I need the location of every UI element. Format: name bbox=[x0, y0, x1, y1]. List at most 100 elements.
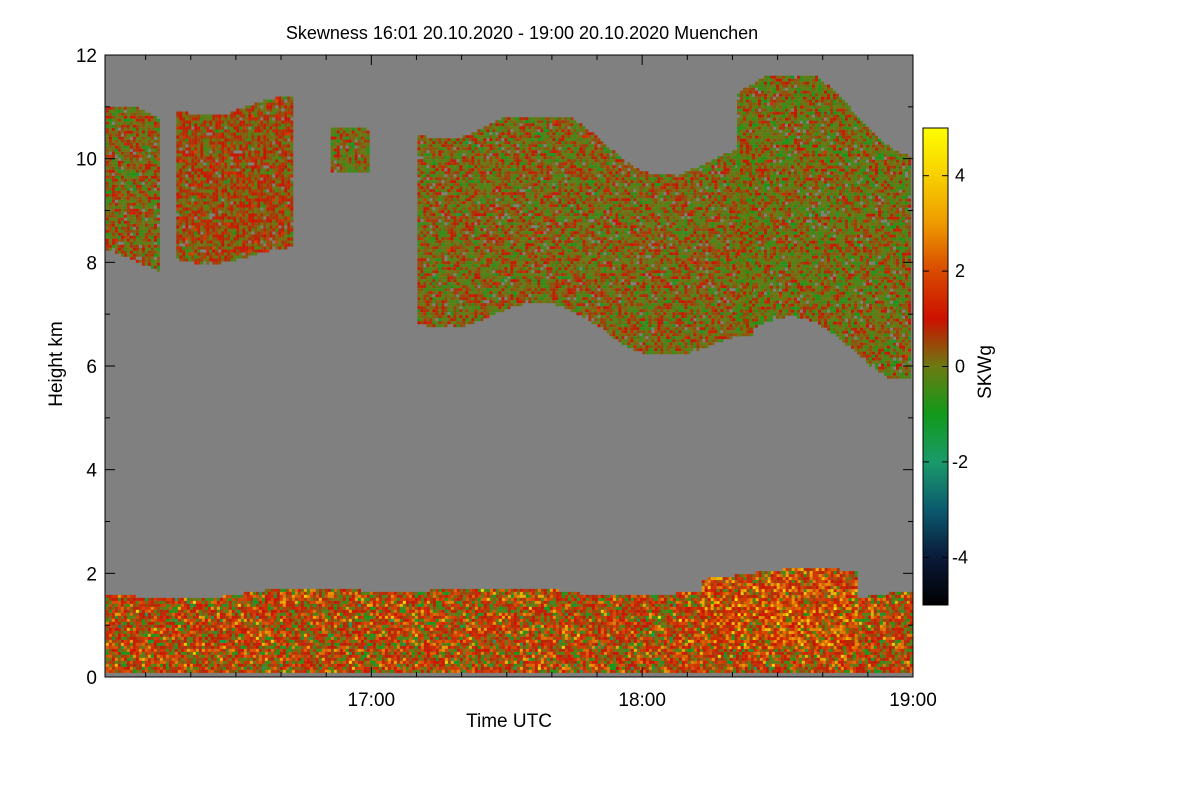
heatmap-cell bbox=[287, 130, 290, 133]
heatmap-cell bbox=[441, 207, 444, 210]
heatmap-cell bbox=[157, 200, 160, 203]
heatmap-cell bbox=[121, 218, 124, 221]
heatmap-cell bbox=[257, 235, 260, 238]
heatmap-cell bbox=[450, 279, 453, 282]
heatmap-cell bbox=[489, 180, 492, 183]
heatmap-cell bbox=[233, 247, 236, 250]
heatmap-cell bbox=[438, 228, 441, 231]
heatmap-cell bbox=[343, 140, 346, 143]
heatmap-cell bbox=[142, 116, 145, 119]
heatmap-cell bbox=[483, 255, 486, 258]
heatmap-cell bbox=[233, 130, 236, 133]
heatmap-cell bbox=[507, 159, 510, 162]
heatmap-cell bbox=[480, 192, 483, 195]
heatmap-cell bbox=[197, 187, 200, 190]
heatmap-cell bbox=[145, 128, 148, 131]
heatmap-cell bbox=[444, 225, 447, 228]
heatmap-cell bbox=[230, 145, 233, 148]
heatmap-cell bbox=[233, 190, 236, 193]
heatmap-cell bbox=[263, 223, 266, 226]
heatmap-cell bbox=[444, 237, 447, 240]
heatmap-cell bbox=[420, 279, 423, 282]
heatmap-cell bbox=[224, 181, 227, 184]
heatmap-cell bbox=[278, 238, 281, 241]
heatmap-cell bbox=[456, 231, 459, 234]
heatmap-cell bbox=[361, 161, 364, 164]
heatmap-cell bbox=[157, 257, 160, 260]
heatmap-cell bbox=[352, 164, 355, 167]
heatmap-cell bbox=[423, 294, 426, 297]
heatmap-cell bbox=[450, 192, 453, 195]
heatmap-cell bbox=[281, 166, 284, 169]
heatmap-cell bbox=[516, 288, 519, 291]
heatmap-cell bbox=[224, 208, 227, 211]
heatmap-cell bbox=[453, 186, 456, 189]
heatmap-cell bbox=[278, 109, 281, 112]
heatmap-cell bbox=[151, 170, 154, 173]
heatmap-cell bbox=[275, 115, 278, 118]
heatmap-cell bbox=[239, 160, 242, 163]
heatmap-cell bbox=[139, 182, 142, 185]
heatmap-cell bbox=[145, 215, 148, 218]
heatmap-cell bbox=[501, 240, 504, 243]
heatmap-cell bbox=[507, 195, 510, 198]
heatmap-cell bbox=[453, 294, 456, 297]
heatmap-cell bbox=[459, 150, 462, 153]
heatmap-cell bbox=[224, 130, 227, 133]
heatmap-cell bbox=[465, 192, 468, 195]
heatmap-cell bbox=[200, 193, 203, 196]
heatmap-cell bbox=[435, 147, 438, 150]
heatmap-cell bbox=[133, 122, 136, 125]
heatmap-cell bbox=[212, 256, 215, 259]
heatmap-cell bbox=[426, 180, 429, 183]
heatmap-cell bbox=[510, 234, 513, 237]
heatmap-cell bbox=[239, 235, 242, 238]
heatmap-cell bbox=[133, 173, 136, 176]
heatmap-cell bbox=[148, 227, 151, 230]
heatmap-cell bbox=[441, 258, 444, 261]
heatmap-cell bbox=[191, 163, 194, 166]
heatmap-cell bbox=[145, 209, 148, 212]
heatmap-cell bbox=[200, 184, 203, 187]
heatmap-cell bbox=[242, 130, 245, 133]
heatmap-cell bbox=[182, 202, 185, 205]
heatmap-cell bbox=[486, 174, 489, 177]
heatmap-cell bbox=[474, 174, 477, 177]
heatmap-cell bbox=[236, 217, 239, 220]
heatmap-cell bbox=[284, 145, 287, 148]
heatmap-cell bbox=[459, 315, 462, 318]
heatmap-cell bbox=[441, 246, 444, 249]
heatmap-cell bbox=[426, 168, 429, 171]
heatmap-cell bbox=[136, 203, 139, 206]
heatmap-cell bbox=[284, 184, 287, 187]
heatmap-cell bbox=[257, 196, 260, 199]
heatmap-cell bbox=[426, 171, 429, 174]
heatmap-cell bbox=[236, 133, 239, 136]
heatmap-cell bbox=[118, 125, 121, 128]
heatmap-cell bbox=[191, 220, 194, 223]
heatmap-cell bbox=[115, 215, 118, 218]
heatmap-cell bbox=[272, 190, 275, 193]
heatmap-cell bbox=[519, 183, 522, 186]
heatmap-cell bbox=[242, 211, 245, 214]
heatmap-cell bbox=[417, 243, 420, 246]
heatmap-cell bbox=[257, 187, 260, 190]
heatmap-cell bbox=[349, 167, 352, 170]
heatmap-cell bbox=[358, 164, 361, 167]
heatmap-cell bbox=[263, 196, 266, 199]
heatmap-cell bbox=[465, 201, 468, 204]
heatmap-cell bbox=[492, 237, 495, 240]
heatmap-cell bbox=[236, 178, 239, 181]
heatmap-cell bbox=[221, 160, 224, 163]
heatmap-cell bbox=[287, 100, 290, 103]
heatmap-cell bbox=[157, 209, 160, 212]
heatmap-cell bbox=[145, 194, 148, 197]
heatmap-cell bbox=[118, 140, 121, 143]
heatmap-cell bbox=[139, 203, 142, 206]
heatmap-cell bbox=[275, 133, 278, 136]
heatmap-cell bbox=[483, 207, 486, 210]
heatmap-cell bbox=[290, 241, 293, 244]
heatmap-cell bbox=[227, 151, 230, 154]
heatmap-cell bbox=[420, 309, 423, 312]
heatmap-cell bbox=[179, 229, 182, 232]
